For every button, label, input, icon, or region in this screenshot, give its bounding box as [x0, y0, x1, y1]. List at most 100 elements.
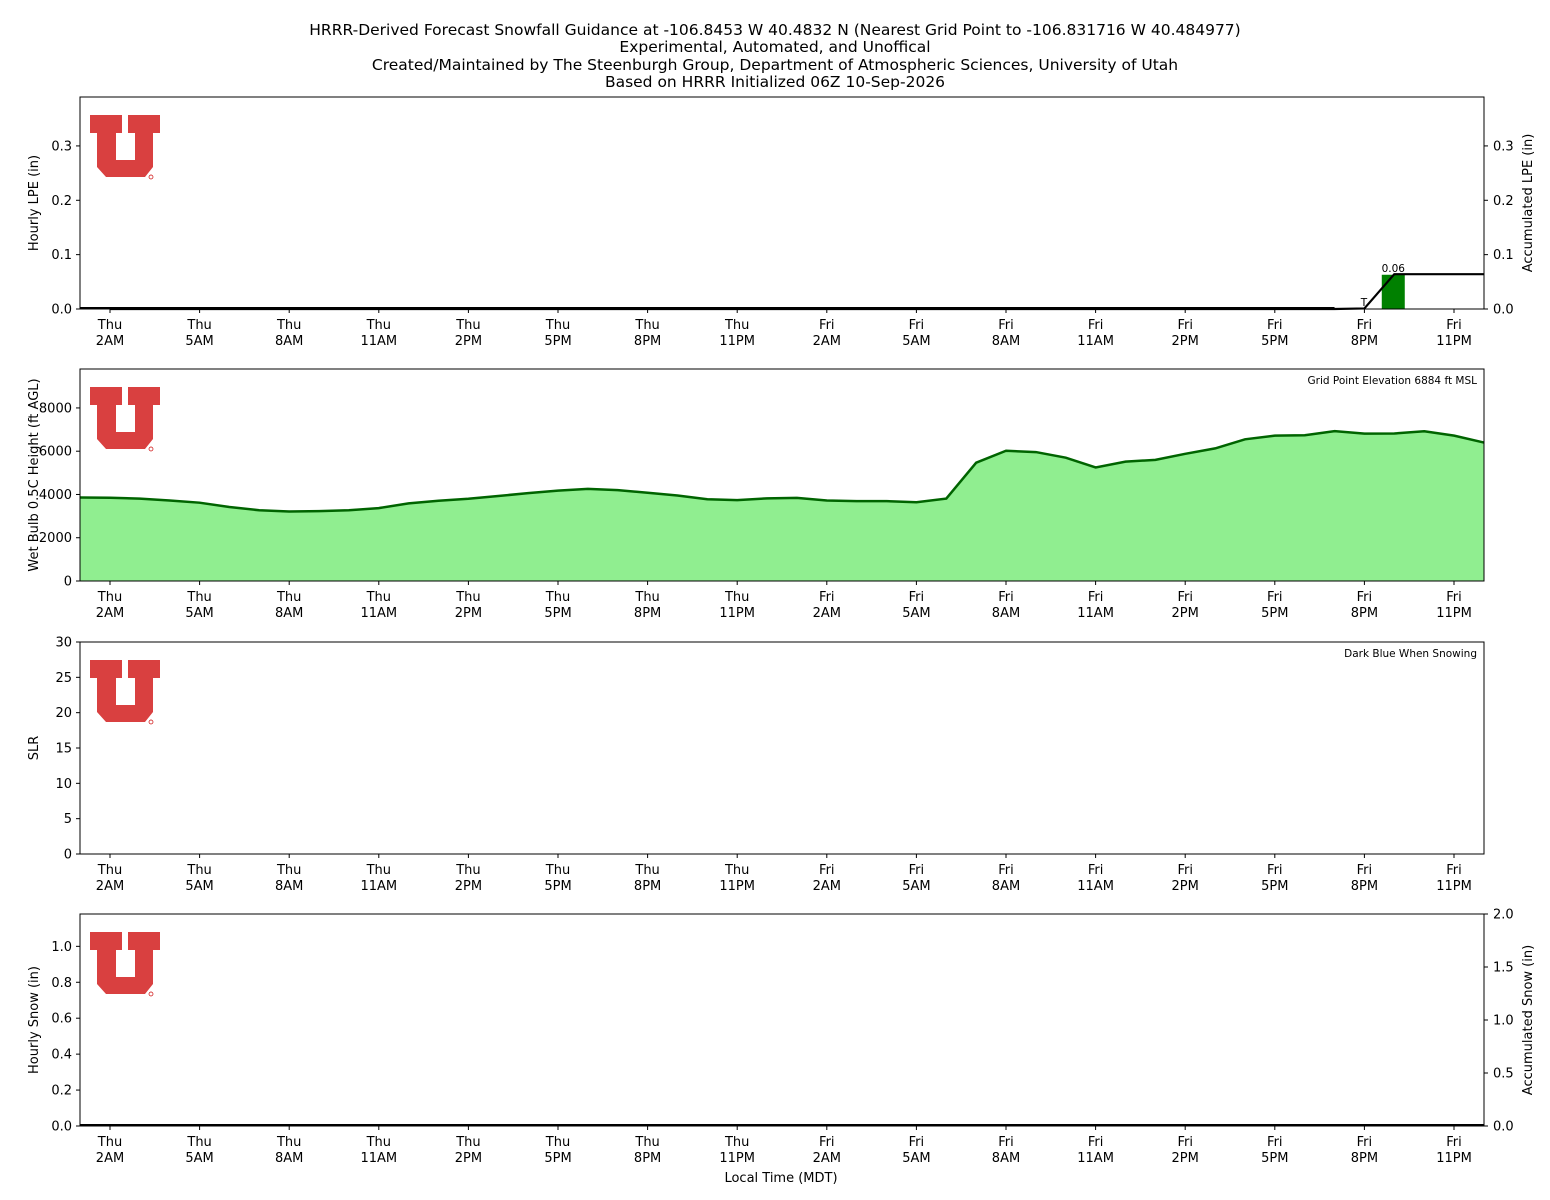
x-tick-day-label: Fri — [1267, 863, 1283, 878]
snow-y-right-label: 0.0 — [1493, 1120, 1514, 1135]
x-tick-time-label: 8PM — [1351, 879, 1378, 894]
x-tick-time-label: 11AM — [360, 334, 397, 349]
x-tick-time-label: 8PM — [634, 334, 661, 349]
x-tick-time-label: 8PM — [1351, 334, 1378, 349]
slr-y-label: 30 — [55, 636, 72, 651]
x-tick-time-label: 11PM — [719, 879, 755, 894]
x-tick-time-label: 2PM — [1172, 334, 1199, 349]
x-tick-time-label: 2PM — [455, 334, 482, 349]
x-tick-time-label: 11PM — [1436, 334, 1472, 349]
x-tick-day-label: Thu — [634, 590, 659, 605]
lpe-y-right-label: 0.2 — [1493, 194, 1514, 209]
lpe-y-label: 0.0 — [51, 303, 72, 318]
x-tick-time-label: 11AM — [1077, 334, 1114, 349]
x-tick-day-label: Thu — [634, 1135, 659, 1150]
x-tick-time-label: 11AM — [1077, 606, 1114, 621]
x-tick-day-label: Fri — [1357, 1135, 1373, 1150]
x-tick-day-label: Thu — [455, 590, 480, 605]
snow-y-right-label: 0.5 — [1493, 1067, 1514, 1082]
snow-y-label: 1.0 — [51, 940, 72, 955]
slr-ylabel: SLR — [27, 736, 42, 761]
x-tick-day-label: Fri — [1357, 590, 1373, 605]
lpe-panel-frame — [79, 96, 1485, 310]
x-tick-day-label: Thu — [186, 863, 211, 878]
x-tick-time-label: 8PM — [1351, 606, 1378, 621]
x-tick-day-label: Fri — [1088, 318, 1104, 333]
x-tick-time-label: 2PM — [455, 1151, 482, 1166]
snow-y-label: 0.8 — [51, 976, 72, 991]
x-tick-day-label: Thu — [545, 590, 570, 605]
x-tick-time-label: 11AM — [1077, 1151, 1114, 1166]
snow-y-right-label: 1.5 — [1493, 961, 1514, 976]
x-tick-day-label: Thu — [186, 318, 211, 333]
x-tick-time-label: 8AM — [275, 334, 303, 349]
logo-registered-mark — [148, 174, 154, 180]
x-tick-day-label: Fri — [1088, 863, 1104, 878]
x-tick-time-label: 2AM — [96, 879, 124, 894]
x-tick-time-label: 5AM — [185, 606, 213, 621]
accumulated-lpe-ylabel: Accumulated LPE (in) — [1521, 134, 1536, 273]
x-tick-day-label: Thu — [545, 318, 570, 333]
snow-ylabel: Hourly Snow (in) — [27, 966, 42, 1074]
x-tick-time-label: 8AM — [275, 879, 303, 894]
x-tick-day-label: Fri — [909, 1135, 925, 1150]
x-tick-day-label: Fri — [819, 1135, 835, 1150]
lpe-y-label: 0.2 — [51, 194, 72, 209]
x-tick-time-label: 8AM — [275, 1151, 303, 1166]
x-tick-time-label: 5PM — [1261, 334, 1288, 349]
x-tick-time-label: 8AM — [992, 1151, 1020, 1166]
trace-marker-label: T — [1360, 297, 1368, 309]
x-tick-day-label: Thu — [366, 1135, 391, 1150]
x-tick-day-label: Thu — [634, 318, 659, 333]
wetbulb-panel-frame — [79, 368, 1485, 582]
x-tick-day-label: Thu — [724, 863, 749, 878]
university-logo-icon — [90, 115, 160, 180]
wetbulb-y-label: 0 — [64, 575, 72, 590]
slr-y-label: 5 — [64, 812, 72, 827]
x-tick-time-label: 5AM — [902, 606, 930, 621]
x-tick-day-label: Fri — [1267, 318, 1283, 333]
slr-panel-frame — [79, 641, 1485, 855]
snow-y-label: 0.4 — [51, 1048, 72, 1063]
x-tick-time-label: 8AM — [992, 334, 1020, 349]
x-tick-day-label: Thu — [724, 590, 749, 605]
x-tick-time-label: 2AM — [813, 606, 841, 621]
x-tick-time-label: 11PM — [719, 606, 755, 621]
x-tick-day-label: Fri — [1357, 863, 1373, 878]
x-tick-time-label: 5AM — [185, 334, 213, 349]
wetbulb-area — [80, 431, 1484, 581]
slr-y-label: 0 — [64, 848, 72, 863]
logo-registered-mark — [148, 719, 154, 725]
x-tick-time-label: 5AM — [185, 1151, 213, 1166]
x-tick-day-label: Fri — [1177, 1135, 1193, 1150]
x-tick-time-label: 5PM — [544, 879, 571, 894]
grid-elevation-annotation: Grid Point Elevation 6884 ft MSL — [1308, 375, 1478, 387]
x-tick-time-label: 2AM — [96, 334, 124, 349]
x-tick-time-label: 8AM — [275, 606, 303, 621]
accumulated-snow-ylabel: Accumulated Snow (in) — [1521, 945, 1536, 1095]
x-tick-time-label: 5PM — [1261, 879, 1288, 894]
lpe-y-label: 0.1 — [51, 248, 72, 263]
x-tick-day-label: Fri — [998, 318, 1014, 333]
logo-registered-mark — [148, 991, 154, 997]
lpe-y-right-label: 0.0 — [1493, 303, 1514, 318]
logo-registered-mark — [148, 446, 154, 452]
x-tick-time-label: 8PM — [1351, 1151, 1378, 1166]
x-tick-day-label: Fri — [819, 863, 835, 878]
x-tick-day-label: Thu — [186, 1135, 211, 1150]
x-tick-day-label: Fri — [1177, 590, 1193, 605]
wetbulb-ylabel: Wet Bulb 0.5C Height (ft AGL) — [27, 378, 42, 571]
snow-y-label: 0.0 — [51, 1120, 72, 1135]
x-tick-day-label: Fri — [1088, 590, 1104, 605]
x-axis-label: Local Time (MDT) — [724, 1171, 837, 1186]
x-tick-day-label: Fri — [1357, 318, 1373, 333]
x-tick-time-label: 2PM — [455, 879, 482, 894]
x-tick-day-label: Thu — [545, 1135, 570, 1150]
x-tick-day-label: Thu — [276, 318, 301, 333]
x-tick-day-label: Thu — [276, 590, 301, 605]
x-tick-time-label: 2AM — [813, 879, 841, 894]
x-tick-day-label: Fri — [1446, 863, 1462, 878]
x-tick-time-label: 11PM — [719, 1151, 755, 1166]
